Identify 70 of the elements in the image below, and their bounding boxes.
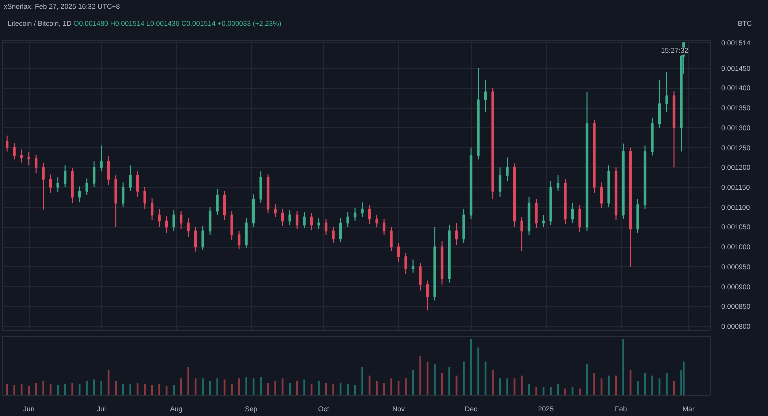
- candlestick: [136, 171, 140, 198]
- candlestick: [129, 165, 132, 192]
- candlestick: [339, 218, 342, 243]
- candlestick: [150, 198, 154, 221]
- candlestick: [78, 186, 82, 204]
- candlestick: [172, 210, 176, 232]
- candlestick: [368, 204, 372, 225]
- candlestick: [346, 212, 350, 228]
- candlestick: [100, 145, 103, 172]
- candlestick: [187, 218, 190, 238]
- candlestick: [165, 216, 168, 234]
- candlestick: [354, 208, 357, 222]
- candlestick: [49, 174, 52, 194]
- candlestick: [310, 212, 314, 231]
- candlestick: [288, 210, 292, 226]
- candlestick: [397, 242, 400, 263]
- candlestick: [238, 230, 241, 250]
- candlestick: [484, 80, 488, 113]
- candlestick: [376, 214, 378, 228]
- candlestick: [13, 142, 16, 160]
- candlestick: [92, 161, 96, 188]
- candlestick: [28, 152, 30, 166]
- candlestick: [114, 175, 118, 228]
- candlestick: [216, 188, 219, 216]
- candlestick: [64, 165, 67, 188]
- candlestick: [506, 157, 509, 182]
- candlestick: [56, 177, 60, 193]
- candlestick: [252, 194, 256, 228]
- candlestick: [426, 280, 430, 312]
- candlestick: [498, 167, 502, 198]
- candlestick: [520, 216, 524, 252]
- candlestick: [260, 171, 262, 204]
- candlestick: [122, 182, 125, 208]
- candlestick: [194, 226, 198, 252]
- candlestick: [245, 218, 248, 248]
- candlestick: [223, 190, 226, 221]
- candlestick: [202, 226, 204, 251]
- candlestick: [42, 162, 45, 210]
- candlestick: [208, 206, 212, 236]
- candlestick: [34, 154, 38, 174]
- candlestick: [382, 218, 386, 236]
- candlestick: [462, 208, 466, 244]
- candlestick: [296, 210, 299, 230]
- candlestick: [332, 226, 335, 244]
- candlestick: [535, 198, 538, 229]
- candlestick: [281, 208, 284, 227]
- candlestick: [658, 80, 662, 128]
- candlestick: [556, 175, 560, 192]
- candlestick: [419, 262, 422, 292]
- candlestick: [600, 182, 604, 209]
- candlestick: [412, 259, 415, 274]
- candlestick: [666, 72, 668, 113]
- candlestick: [324, 218, 328, 236]
- candlestick: [86, 178, 88, 196]
- candlestick: [107, 156, 110, 186]
- candlestick: [361, 202, 364, 218]
- candlestick: [274, 204, 277, 218]
- candlestick: [455, 222, 458, 246]
- candlestick: [230, 210, 234, 240]
- candlestick: [404, 252, 408, 275]
- candlestick: [20, 149, 24, 164]
- candlestick: [303, 212, 306, 229]
- candlestick: [144, 186, 146, 210]
- candlestick: [571, 202, 574, 224]
- candlestick: [158, 208, 161, 228]
- candlestick: [390, 226, 393, 252]
- candlestick: [180, 210, 183, 230]
- candlestick: [6, 135, 9, 152]
- candlestick: [318, 218, 320, 230]
- candlestick: [578, 204, 582, 232]
